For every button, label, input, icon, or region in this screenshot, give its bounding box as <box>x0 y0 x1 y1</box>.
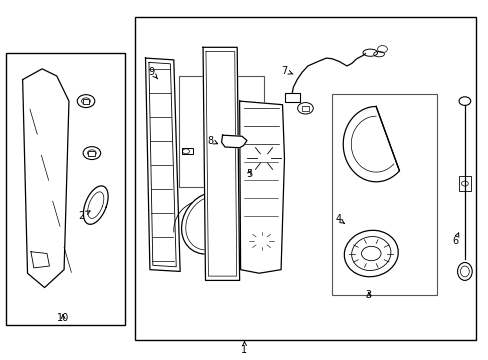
Polygon shape <box>83 186 108 224</box>
Text: 3: 3 <box>365 291 371 301</box>
Text: 6: 6 <box>451 233 458 246</box>
Text: 1: 1 <box>241 342 247 355</box>
Text: 7: 7 <box>281 66 292 76</box>
Bar <box>458 176 470 191</box>
Bar <box>226 138 238 145</box>
Bar <box>331 94 436 295</box>
Bar <box>158 258 164 263</box>
Polygon shape <box>239 101 284 273</box>
Text: 9: 9 <box>148 67 157 79</box>
Bar <box>5 53 125 325</box>
Polygon shape <box>343 107 399 182</box>
Text: 4: 4 <box>335 215 344 224</box>
Bar <box>88 150 95 156</box>
Polygon shape <box>22 69 69 288</box>
Bar <box>135 17 475 339</box>
Polygon shape <box>145 58 180 271</box>
Bar <box>285 93 299 102</box>
Text: 2: 2 <box>78 211 90 221</box>
Bar <box>82 99 89 104</box>
Polygon shape <box>221 135 246 148</box>
Bar <box>178 76 264 187</box>
Text: 10: 10 <box>57 313 69 323</box>
Text: 8: 8 <box>207 136 217 145</box>
Polygon shape <box>203 47 239 280</box>
Bar <box>88 150 95 156</box>
Bar <box>182 148 192 154</box>
Bar <box>82 99 89 104</box>
Text: 5: 5 <box>246 168 252 179</box>
Bar <box>302 106 308 111</box>
